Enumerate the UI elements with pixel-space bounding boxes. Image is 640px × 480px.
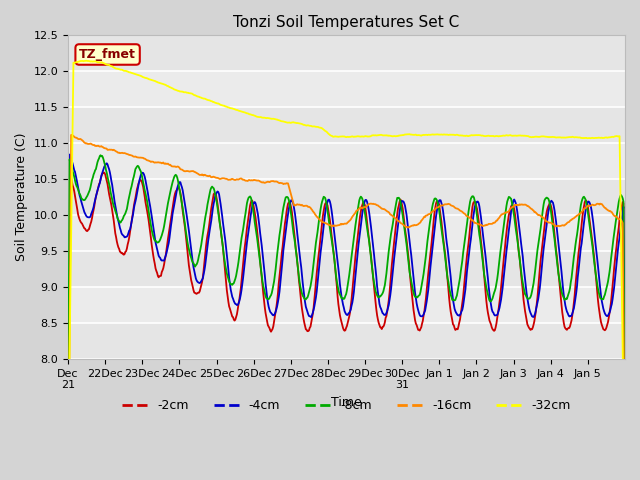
- Text: TZ_fmet: TZ_fmet: [79, 48, 136, 61]
- Title: Tonzi Soil Temperatures Set C: Tonzi Soil Temperatures Set C: [234, 15, 460, 30]
- Bar: [68, 36, 625, 72]
- Bar: [68, 323, 625, 359]
- Y-axis label: Soil Temperature (C): Soil Temperature (C): [15, 133, 28, 262]
- X-axis label: Time: Time: [331, 396, 362, 409]
- Bar: [68, 107, 625, 143]
- Bar: [68, 251, 625, 287]
- Bar: [68, 179, 625, 215]
- Legend: -2cm, -4cm, -8cm, -16cm, -32cm: -2cm, -4cm, -8cm, -16cm, -32cm: [117, 395, 576, 418]
